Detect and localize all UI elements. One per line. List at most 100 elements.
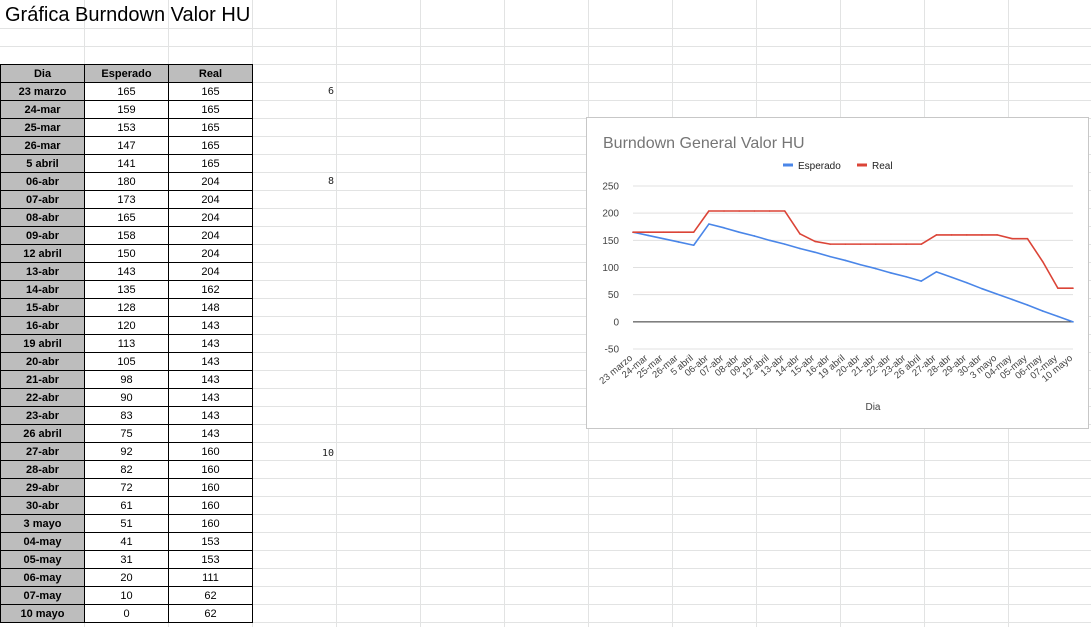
cell-esperado[interactable]: 147	[84, 136, 169, 155]
header-dia[interactable]: Dia	[0, 64, 85, 83]
cell-real[interactable]: 160	[168, 478, 253, 497]
cell-esperado[interactable]: 153	[84, 118, 169, 137]
cell-dia[interactable]: 22-abr	[0, 388, 85, 407]
cell-dia[interactable]: 23-abr	[0, 406, 85, 425]
cell-dia[interactable]: 14-abr	[0, 280, 85, 299]
cell-esperado[interactable]: 98	[84, 370, 169, 389]
cell-esperado[interactable]: 158	[84, 226, 169, 245]
cell-real[interactable]: 62	[168, 604, 253, 623]
cell-real[interactable]: 204	[168, 262, 253, 281]
cell-esperado[interactable]: 31	[84, 550, 169, 569]
cell-esperado[interactable]: 180	[84, 172, 169, 191]
cell-real[interactable]: 153	[168, 532, 253, 551]
side-number-cell[interactable]: 10	[322, 448, 335, 459]
cell-real[interactable]: 165	[168, 154, 253, 173]
cell-esperado[interactable]: 159	[84, 100, 169, 119]
cell-dia[interactable]: 26 abril	[0, 424, 85, 443]
cell-esperado[interactable]: 135	[84, 280, 169, 299]
cell-esperado[interactable]: 20	[84, 568, 169, 587]
cell-real[interactable]: 165	[168, 118, 253, 137]
cell-real[interactable]: 143	[168, 406, 253, 425]
cell-real[interactable]: 160	[168, 514, 253, 533]
cell-real[interactable]: 143	[168, 388, 253, 407]
cell-real[interactable]: 153	[168, 550, 253, 569]
cell-dia[interactable]: 13-abr	[0, 262, 85, 281]
cell-dia[interactable]: 16-abr	[0, 316, 85, 335]
cell-real[interactable]: 165	[168, 136, 253, 155]
data-point	[844, 259, 847, 262]
cell-real[interactable]: 62	[168, 586, 253, 605]
cell-real[interactable]: 204	[168, 226, 253, 245]
side-number-cell[interactable]: 8	[328, 176, 335, 187]
cell-real[interactable]: 143	[168, 334, 253, 353]
cell-dia[interactable]: 23 marzo	[0, 82, 85, 101]
cell-dia[interactable]: 07-may	[0, 586, 85, 605]
cell-real[interactable]: 204	[168, 208, 253, 227]
cell-real[interactable]: 165	[168, 82, 253, 101]
cell-real[interactable]: 143	[168, 316, 253, 335]
cell-dia[interactable]: 20-abr	[0, 352, 85, 371]
cell-dia[interactable]: 09-abr	[0, 226, 85, 245]
cell-dia[interactable]: 07-abr	[0, 190, 85, 209]
cell-dia[interactable]: 30-abr	[0, 496, 85, 515]
cell-esperado[interactable]: 90	[84, 388, 169, 407]
cell-esperado[interactable]: 83	[84, 406, 169, 425]
cell-esperado[interactable]: 10	[84, 586, 169, 605]
cell-esperado[interactable]: 41	[84, 532, 169, 551]
cell-dia[interactable]: 24-mar	[0, 100, 85, 119]
cell-dia[interactable]: 06-may	[0, 568, 85, 587]
cell-real[interactable]: 165	[168, 100, 253, 119]
cell-esperado[interactable]: 0	[84, 604, 169, 623]
cell-real[interactable]: 143	[168, 352, 253, 371]
cell-esperado[interactable]: 113	[84, 334, 169, 353]
cell-esperado[interactable]: 173	[84, 190, 169, 209]
cell-real[interactable]: 160	[168, 460, 253, 479]
cell-dia[interactable]: 05-may	[0, 550, 85, 569]
cell-esperado[interactable]: 165	[84, 208, 169, 227]
cell-esperado[interactable]: 92	[84, 442, 169, 461]
cell-dia[interactable]: 21-abr	[0, 370, 85, 389]
cell-dia[interactable]: 12 abril	[0, 244, 85, 263]
cell-esperado[interactable]: 105	[84, 352, 169, 371]
cell-dia[interactable]: 10 mayo	[0, 604, 85, 623]
cell-real[interactable]: 204	[168, 244, 253, 263]
cell-dia[interactable]: 28-abr	[0, 460, 85, 479]
cell-dia[interactable]: 19 abril	[0, 334, 85, 353]
cell-dia[interactable]: 3 mayo	[0, 514, 85, 533]
cell-esperado[interactable]: 61	[84, 496, 169, 515]
cell-real[interactable]: 162	[168, 280, 253, 299]
cell-esperado[interactable]: 150	[84, 244, 169, 263]
cell-real[interactable]: 148	[168, 298, 253, 317]
cell-dia[interactable]: 26-mar	[0, 136, 85, 155]
cell-esperado[interactable]: 165	[84, 82, 169, 101]
cell-dia[interactable]: 25-mar	[0, 118, 85, 137]
cell-real[interactable]: 160	[168, 496, 253, 515]
cell-esperado[interactable]: 51	[84, 514, 169, 533]
cell-real[interactable]: 143	[168, 370, 253, 389]
cell-esperado[interactable]: 120	[84, 316, 169, 335]
side-number-cell[interactable]: 6	[328, 86, 335, 97]
cell-real[interactable]: 204	[168, 172, 253, 191]
data-point	[814, 240, 816, 243]
cell-dia[interactable]: 29-abr	[0, 478, 85, 497]
cell-dia[interactable]: 5 abril	[0, 154, 85, 173]
cell-real[interactable]: 143	[168, 424, 253, 443]
cell-dia[interactable]: 27-abr	[0, 442, 85, 461]
cell-esperado[interactable]: 141	[84, 154, 169, 173]
cell-dia[interactable]: 15-abr	[0, 298, 85, 317]
burndown-chart[interactable]: Burndown General Valor HU Esperado Real -50…	[586, 117, 1089, 429]
cell-real[interactable]: 160	[168, 442, 253, 461]
cell-dia[interactable]: 04-may	[0, 532, 85, 551]
cell-esperado[interactable]: 143	[84, 262, 169, 281]
header-esperado[interactable]: Esperado	[84, 64, 169, 83]
header-real[interactable]: Real	[168, 64, 253, 83]
cell-esperado[interactable]: 82	[84, 460, 169, 479]
cell-dia[interactable]: 08-abr	[0, 208, 85, 227]
cell-dia[interactable]: 06-abr	[0, 172, 85, 191]
cell-esperado[interactable]: 128	[84, 298, 169, 317]
cell-real[interactable]: 111	[168, 568, 253, 587]
data-point	[723, 227, 725, 229]
cell-esperado[interactable]: 75	[84, 424, 169, 443]
cell-real[interactable]: 204	[168, 190, 253, 209]
cell-esperado[interactable]: 72	[84, 478, 169, 497]
